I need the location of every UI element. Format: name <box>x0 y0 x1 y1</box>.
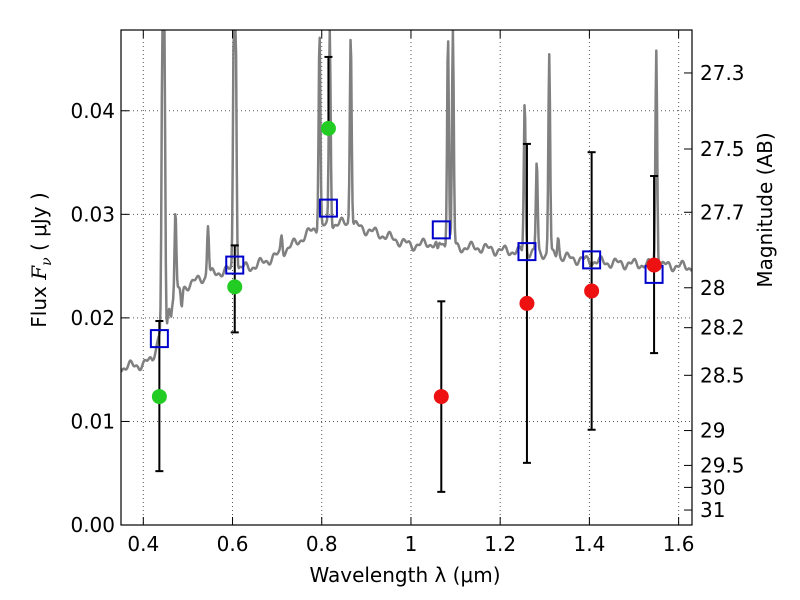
x-tick-label: 1.6 <box>663 532 695 556</box>
detection-point <box>320 120 336 136</box>
upper-limit-point <box>584 283 600 299</box>
plot-frame <box>120 29 693 526</box>
x-tick-label: 0.6 <box>217 532 249 556</box>
y2-tick-label: 27.7 <box>700 200 745 224</box>
y2-axis-label: Magnitude (AB) <box>753 132 777 287</box>
y2-tick-label: 31 <box>700 498 725 522</box>
x-tick-label: 1 <box>405 532 418 556</box>
model-square-point <box>318 198 338 218</box>
y-tick-label: 0.02 <box>70 306 115 330</box>
y2-tick-label: 29.5 <box>700 453 745 477</box>
y2-tick-label: 30 <box>700 475 725 499</box>
y-axis-label-unit: ( μJy ) <box>27 192 51 257</box>
model-square-point <box>225 255 245 275</box>
upper-limit-point <box>433 389 449 405</box>
model-square-point <box>582 250 602 270</box>
plot-area <box>121 30 692 493</box>
model-square-point <box>149 329 169 349</box>
y-tick-label: 0.00 <box>70 513 115 537</box>
x-axis-label: Wavelength λ (μm) <box>309 563 500 587</box>
y-tick-label: 0.01 <box>70 409 115 433</box>
y-tick-label: 0.04 <box>70 99 115 123</box>
upper-limit-point <box>646 257 662 273</box>
y2-tick-label: 28.2 <box>700 316 745 340</box>
y-tick-label: 0.03 <box>70 202 115 226</box>
y2-tick-label: 29 <box>700 419 725 443</box>
y2-tick-label: 27.5 <box>700 137 745 161</box>
x-tick-label: 0.4 <box>127 532 159 556</box>
x-tick-label: 0.8 <box>306 532 338 556</box>
detection-point <box>151 389 167 405</box>
x-tick-label: 1.2 <box>484 532 516 556</box>
y-axis-label-subscript: ν <box>39 257 55 266</box>
axes: 0.4 0.6 0.8 1 1.2 1.4 1.6 0.00 0.01 0.02 0.03 0.04 2… <box>70 29 745 556</box>
detection-point <box>227 279 243 295</box>
model-square-point <box>517 242 537 262</box>
grid-lines <box>121 30 692 526</box>
x-tick-label: 1.4 <box>573 532 605 556</box>
y2-tick-label: 27.3 <box>700 61 745 85</box>
y-axis-label-symbol: F <box>27 265 51 281</box>
model-square-point <box>431 220 451 240</box>
upper-limit-point <box>519 295 535 311</box>
y2-tick-label: 28 <box>700 276 725 300</box>
y-axis-label-prefix: Flux <box>27 280 51 328</box>
y2-tick-label: 28.5 <box>700 363 745 387</box>
spectrum-line <box>121 30 692 373</box>
y-axis-label: Flux Fν ( μJy ) <box>27 192 55 327</box>
